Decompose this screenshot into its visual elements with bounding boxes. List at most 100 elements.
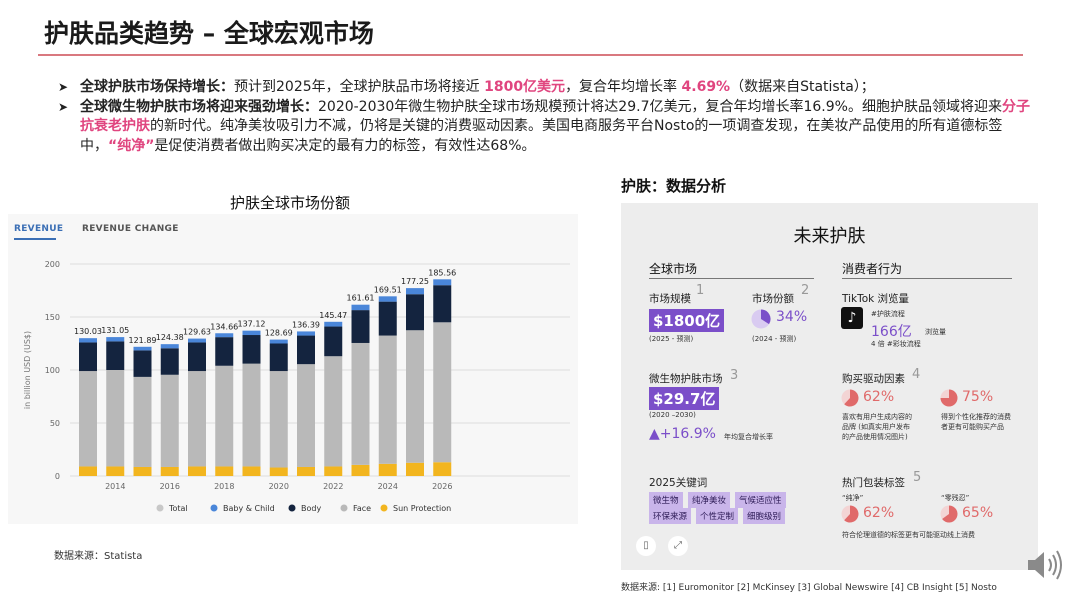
y-tick-label: 0 [55, 472, 60, 481]
section-consumer-behavior: 消费者行为 [842, 262, 903, 276]
market-size-value: $1800亿 [649, 309, 725, 332]
bar-segment [297, 331, 315, 336]
bar-segment [188, 466, 206, 476]
legend-label: Body [301, 504, 321, 513]
driver1-note-line2: 品牌 (如真实用户发布 [842, 423, 910, 431]
infographic-title: 未来护肤 [793, 226, 866, 247]
speaker-icon[interactable] [1024, 548, 1064, 582]
bar-segment [324, 466, 343, 476]
bar-segment [297, 466, 315, 476]
data-label: 137.12 [238, 320, 266, 329]
tiktok-label: TikTok 浏览量 [842, 293, 910, 305]
legend-label: Sun Protection [393, 504, 451, 513]
tag1-pie [841, 505, 859, 523]
data-label: 130.03 [74, 327, 102, 336]
bar-segment [188, 371, 206, 467]
bar-segment [106, 370, 125, 467]
bar-segment [433, 279, 452, 286]
tag2-name: “零残忍” [941, 494, 970, 502]
legend-marker [288, 504, 296, 512]
tiktok-unit: 浏览量 [925, 328, 946, 336]
tab-revenue[interactable]: REVENUE [14, 224, 64, 234]
bar-segment [269, 371, 288, 468]
bar-segment [433, 285, 452, 323]
packaging-label: 热门包装标签 [842, 477, 905, 489]
market-share-pie [751, 309, 771, 329]
y-tick-label: 100 [45, 366, 60, 375]
data-label: 145.47 [319, 311, 347, 320]
keyword-tag: 气候适应性 [735, 492, 786, 508]
bar-segment [406, 462, 424, 476]
bar-segment [79, 371, 97, 467]
legend-marker [340, 504, 348, 512]
bar-segment [406, 288, 424, 295]
x-tick-label: 2024 [378, 482, 398, 491]
data-label: 161.61 [347, 294, 375, 303]
section-divider [649, 278, 814, 279]
x-tick-label: 2020 [269, 482, 289, 491]
bar-segment [160, 466, 179, 476]
market-share-label: 市场份额 [752, 293, 794, 305]
bar-segment [242, 363, 261, 467]
micro-growth-note: 年均复合增长率 [724, 433, 773, 441]
legend-label: Face [353, 504, 371, 513]
legend-label: Baby & Child [223, 504, 275, 513]
page-title: 护肤品类趋势 – 全球宏观市场 [44, 19, 374, 48]
bar-segment [188, 338, 206, 343]
driver2-note-line1: 得到个性化推荐的消费 [941, 413, 1011, 421]
driver2-pie [940, 389, 958, 407]
bar-segment [324, 326, 343, 357]
legend-marker [156, 504, 164, 512]
bar-segment [242, 335, 261, 364]
driver1-note-line1: 喜欢有用户生成内容的 [842, 413, 912, 421]
ref-mark: 1 [696, 283, 705, 298]
drivers-label: 购买驱动因素 [842, 373, 905, 385]
tag2-value: 65% [962, 505, 994, 521]
data-label: 131.05 [101, 326, 129, 335]
market-size-note: (2025 - 预测) [649, 335, 694, 343]
keyword-tag: 纯净美妆 [688, 492, 731, 508]
x-tick-label: 2014 [105, 482, 125, 491]
bar-segment [406, 294, 424, 331]
bar-segment [79, 466, 97, 476]
bar-segment [351, 310, 370, 343]
bar-segment [297, 364, 315, 467]
data-label: 185.56 [428, 268, 456, 277]
packaging-note: 符合伦理道德的标签更有可能驱动线上消费 [842, 531, 975, 539]
bar-segment [215, 466, 234, 476]
driver1-value: 62% [863, 389, 895, 405]
data-label: 128.69 [265, 329, 293, 338]
bar-segment [106, 337, 125, 342]
bar-segment [106, 466, 125, 476]
bar-segment [242, 466, 261, 476]
keyword-tag: 微生物 [649, 492, 683, 508]
data-label: 129.63 [183, 328, 211, 337]
bookmark-icon[interactable]: ▯ [636, 536, 656, 556]
micro-market-label: 微生物护肤市场 [649, 373, 723, 385]
bar-segment [188, 342, 206, 372]
ref-mark: 4 [912, 367, 921, 382]
keyword-tag: 环保来源 [649, 508, 692, 524]
bar-segment [378, 335, 397, 464]
bullet-item-1: ➤ 全球护肤市场保持增长：预计到2025年，全球护肤品市场将接近 1800亿美元，… [58, 78, 1033, 98]
keyword-tag: 细胞级别 [743, 508, 786, 524]
bar-segment [269, 467, 288, 476]
tag1-name: “纯净” [842, 494, 864, 502]
right-heading: 护肤：数据分析 [621, 177, 727, 195]
bar-segment [79, 338, 97, 343]
title-divider [38, 54, 1023, 56]
expand-icon[interactable]: ⤢ [668, 536, 688, 556]
market-share-note: (2024 - 预测) [752, 335, 797, 343]
ref-mark: 2 [801, 283, 810, 298]
bar-segment [79, 342, 97, 372]
tiktok-value: 166亿 [871, 324, 912, 340]
chart-source: 数据来源：Statista [54, 551, 143, 562]
y-tick-label: 50 [50, 419, 60, 428]
y-tick-label: 150 [45, 313, 60, 322]
ref-mark: 5 [913, 470, 922, 485]
market-size-label: 市场规模 [649, 293, 691, 305]
chart-title: 护肤全球市场份额 [230, 194, 351, 212]
tab-revenue-change[interactable]: REVENUE CHANGE [82, 224, 179, 234]
keywords-label: 2025关键词 [649, 477, 708, 489]
